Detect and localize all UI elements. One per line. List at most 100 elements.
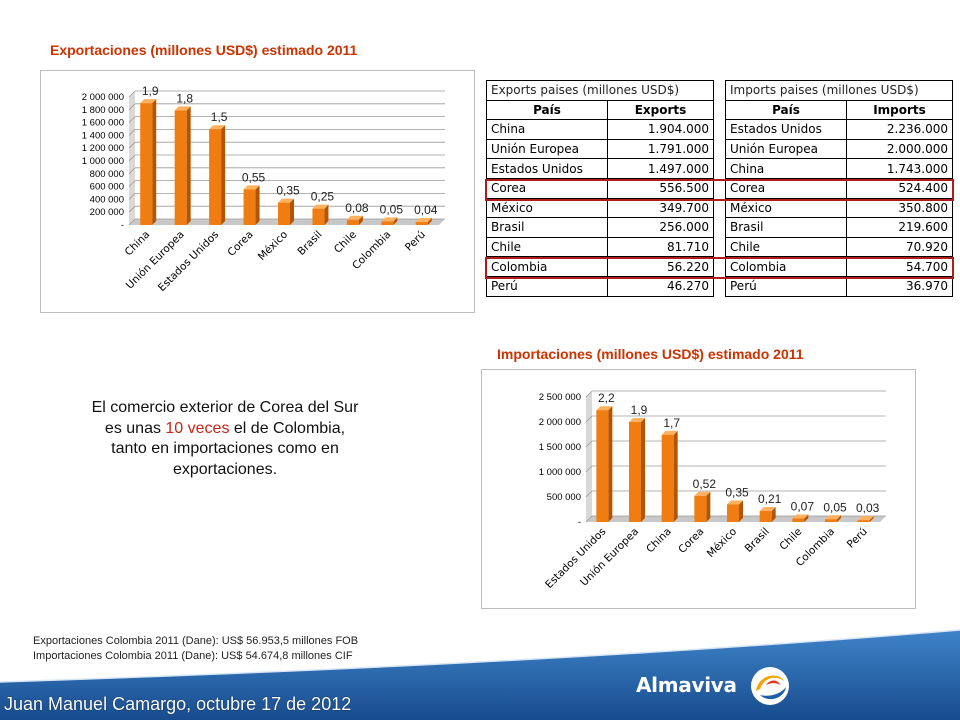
summary-before: El comercio exterior de Corea del Sur es… bbox=[91, 399, 359, 437]
imports-header-value: Imports bbox=[846, 99, 953, 121]
bar-side bbox=[739, 500, 743, 522]
bar-top bbox=[792, 514, 809, 519]
bar-side bbox=[427, 218, 432, 225]
exports-header-value: Exports bbox=[607, 99, 714, 121]
x-tick-label: China bbox=[123, 229, 153, 259]
country-cell: Colombia bbox=[725, 256, 847, 277]
gridline-diag bbox=[128, 141, 136, 149]
table-row: China 1.904.000 bbox=[486, 119, 714, 140]
bar bbox=[312, 208, 325, 225]
country-cell: Estados Unidos bbox=[725, 119, 847, 140]
bar bbox=[792, 518, 805, 522]
country-cell: México bbox=[486, 197, 608, 219]
table-row: Unión Europea 1.791.000 bbox=[486, 138, 714, 160]
country-cell: México bbox=[725, 197, 847, 219]
country-cell: Chile bbox=[725, 236, 847, 258]
data-label: 2,2 bbox=[598, 391, 615, 405]
gridline-diag bbox=[585, 440, 593, 448]
y-tick-label: 2 000 000 bbox=[82, 92, 124, 103]
bar-side bbox=[771, 507, 776, 522]
value-cell: 349.700 bbox=[607, 197, 714, 219]
gridline-diag bbox=[585, 465, 593, 473]
gridline-diag bbox=[128, 167, 136, 175]
value-cell: 46.270 bbox=[607, 275, 714, 297]
bar bbox=[825, 519, 837, 522]
y-tick-label: 200 000 bbox=[90, 207, 124, 218]
y-tick-label: 1 400 000 bbox=[82, 130, 124, 141]
data-label: 0,03 bbox=[856, 501, 880, 515]
bar-top bbox=[174, 106, 191, 111]
exports-header-country: País bbox=[486, 99, 608, 121]
almaviva-logo: Almaviva bbox=[630, 663, 800, 711]
bar-side bbox=[186, 106, 191, 225]
y-tick-label: 800 000 bbox=[90, 169, 124, 180]
country-cell: China bbox=[725, 158, 847, 179]
data-label: 0,21 bbox=[758, 492, 782, 506]
value-cell: 350.800 bbox=[846, 197, 953, 219]
x-tick-label: Chile bbox=[332, 229, 359, 256]
table-row: Perú 36.970 bbox=[725, 275, 953, 297]
y-tick-label: 1 600 000 bbox=[82, 118, 124, 129]
exports-table-caption: Exports paises (millones USD$) bbox=[486, 80, 714, 101]
table-row: Unión Europea 2.000.000 bbox=[725, 138, 953, 160]
bar-side bbox=[869, 516, 874, 522]
value-cell: 1.497.000 bbox=[607, 158, 714, 179]
value-cell: 70.920 bbox=[846, 236, 953, 258]
export-chart: 2 000 000 1 800 000 1 600 000 1 400 000 1 20… bbox=[40, 70, 475, 313]
data-label: 0,05 bbox=[823, 500, 847, 514]
value-cell: 81.710 bbox=[607, 236, 714, 258]
bar bbox=[381, 221, 394, 225]
gridline-diag bbox=[128, 205, 136, 213]
bar-top bbox=[596, 406, 613, 411]
imports-table-caption: Imports paises (millones USD$) bbox=[725, 80, 953, 101]
x-tick-label: México bbox=[705, 526, 739, 560]
x-tick-label: Perú bbox=[845, 526, 870, 551]
bar-side bbox=[804, 514, 809, 522]
import-chart: 2 500 000 2 000 000 1 500 000 1 000 000 500 … bbox=[481, 369, 916, 609]
bar-side bbox=[706, 491, 711, 522]
gridline-diag bbox=[128, 154, 136, 162]
table-row: Perú 46.270 bbox=[486, 275, 714, 297]
bar-side bbox=[152, 99, 157, 225]
table-row: Corea 556.500 bbox=[486, 177, 714, 199]
note-exports: Exportaciones Colombia 2011 (Dane): US$ … bbox=[33, 635, 359, 647]
bar-top bbox=[381, 217, 398, 222]
bar bbox=[278, 202, 290, 225]
bar-top bbox=[857, 516, 874, 521]
imports-header-country: País bbox=[725, 99, 847, 121]
summary-after: el de Colombia, tanto en importaciones c… bbox=[111, 419, 346, 478]
y-tick-label: 600 000 bbox=[90, 182, 124, 193]
import-chart-svg: 2 500 000 2 000 000 1 500 000 1 000 000 500 … bbox=[539, 390, 886, 591]
footer-author: Juan Manuel Camargo, octubre 17 de 2012 bbox=[4, 694, 352, 714]
gridline-diag bbox=[128, 180, 136, 187]
country-cell: Brasil bbox=[725, 217, 847, 238]
data-label: 0,25 bbox=[311, 190, 335, 204]
bar-side bbox=[673, 430, 678, 522]
data-label: 1,5 bbox=[211, 110, 228, 124]
x-tick-label: Chile bbox=[777, 526, 804, 553]
data-label: 0,52 bbox=[693, 477, 717, 491]
note-imports: Importaciones Colombia 2011 (Dane): US$ … bbox=[33, 650, 353, 662]
y-tick-label: 2 000 000 bbox=[539, 417, 581, 428]
table-row: Estados Unidos 2.236.000 bbox=[725, 119, 953, 140]
country-cell: China bbox=[486, 119, 608, 140]
table-row: Estados Unidos 1.497.000 bbox=[486, 158, 714, 179]
value-cell: 219.600 bbox=[846, 217, 953, 238]
x-tick-label: Brasil bbox=[295, 229, 324, 258]
bar bbox=[140, 103, 153, 225]
bar bbox=[243, 189, 256, 225]
gridline-diag bbox=[128, 218, 136, 226]
y-tick-label: 500 000 bbox=[547, 492, 581, 503]
bar bbox=[346, 219, 359, 225]
bar-top bbox=[415, 218, 432, 223]
bar-side bbox=[324, 204, 329, 225]
x-tick-label: Corea bbox=[225, 229, 255, 259]
gridline-diag bbox=[128, 129, 136, 136]
bar-top bbox=[825, 515, 841, 520]
table-row: China 1.743.000 bbox=[725, 158, 953, 179]
y-tick-label: - bbox=[578, 517, 581, 528]
y-tick-label: 1 200 000 bbox=[82, 143, 124, 154]
import-chart-title: Importaciones (millones USD$) estimado 2… bbox=[497, 346, 804, 362]
bar-top bbox=[759, 507, 776, 512]
gridline-diag bbox=[128, 90, 136, 98]
